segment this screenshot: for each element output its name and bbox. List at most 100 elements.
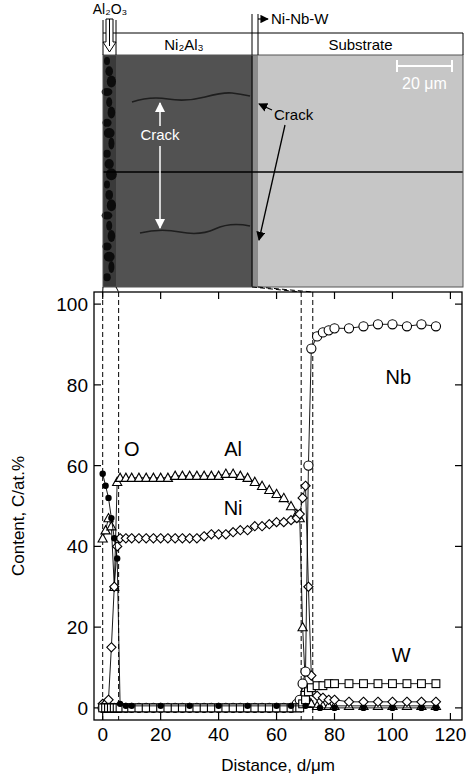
marker-circle bbox=[301, 667, 310, 676]
marker-diamond bbox=[295, 509, 304, 518]
y-tick bbox=[455, 304, 462, 305]
y-tick bbox=[94, 465, 101, 466]
marker-circle bbox=[359, 322, 368, 331]
interface-crack bbox=[251, 55, 253, 287]
marker-diamond bbox=[301, 481, 310, 490]
x-tick-label: 0 bbox=[97, 724, 108, 745]
marker-square bbox=[251, 704, 259, 712]
x-tick bbox=[392, 713, 393, 720]
body: {"micrograph": {"layers": ["Al₂O₃", "Ni₂… bbox=[0, 0, 474, 779]
oxide-blotch bbox=[108, 230, 116, 242]
series-label: O bbox=[124, 438, 140, 460]
crack-arrow bbox=[159, 146, 161, 228]
oxide-blotch bbox=[106, 168, 117, 180]
marker-square bbox=[142, 704, 150, 712]
chart: 020406080100120020406080100Distance, d/μ… bbox=[9, 287, 466, 775]
y-tick-label: 80 bbox=[67, 375, 88, 396]
marker-dot bbox=[302, 703, 308, 709]
crack bbox=[132, 93, 250, 102]
x-tick bbox=[160, 713, 161, 720]
x-tick bbox=[450, 713, 451, 720]
series-markers bbox=[98, 481, 440, 708]
boundary-line bbox=[312, 292, 313, 720]
series-line bbox=[103, 474, 436, 708]
connector-line bbox=[252, 287, 301, 292]
marker-circle bbox=[344, 324, 353, 333]
marker-circle bbox=[330, 324, 339, 333]
double-arrow bbox=[103, 19, 116, 52]
oxide-blotch bbox=[105, 66, 113, 76]
marker-diamond bbox=[107, 643, 116, 652]
marker-triangle bbox=[98, 534, 107, 542]
marker-square bbox=[345, 680, 353, 688]
marker-circle bbox=[388, 320, 397, 329]
layer-label: Al₂O₃ bbox=[93, 1, 127, 17]
scale-bar-end bbox=[396, 60, 398, 72]
y-tick bbox=[455, 465, 462, 466]
crack-arrow bbox=[259, 104, 272, 110]
marker-square bbox=[403, 680, 411, 688]
crack-label: Crack bbox=[274, 106, 314, 123]
y-tick-label: 0 bbox=[77, 698, 88, 719]
y-tick bbox=[455, 707, 462, 708]
oxide-blotch bbox=[104, 57, 110, 65]
scale-bar-label: 20 μm bbox=[402, 75, 447, 92]
marker-square bbox=[331, 680, 339, 688]
marker-triangle bbox=[250, 477, 259, 485]
marker-dot bbox=[117, 701, 123, 707]
x-tick-label: 60 bbox=[266, 724, 287, 745]
oxide-blotch bbox=[103, 150, 111, 158]
crack-arrow bbox=[259, 125, 285, 240]
scale-bar-end bbox=[451, 60, 453, 72]
x-tick bbox=[218, 713, 219, 720]
pointer-arrow bbox=[258, 18, 268, 19]
connector-line bbox=[258, 287, 313, 292]
marker-square bbox=[432, 680, 440, 688]
y-tick bbox=[94, 304, 101, 305]
micrograph: Al₂O₃Ni₂Al₃Ni-Nb-WSubstrate20 μmCrackCra… bbox=[93, 1, 463, 287]
x-tick-label: 40 bbox=[208, 724, 229, 745]
figure: Al₂O₃Ni₂Al₃Ni-Nb-WSubstrate20 μmCrackCra… bbox=[0, 0, 474, 779]
x-axis-title: Distance, d/μm bbox=[221, 756, 335, 775]
series-label: W bbox=[392, 644, 411, 666]
marker-square bbox=[418, 680, 426, 688]
oxide-blotch bbox=[102, 119, 111, 127]
substrate-region bbox=[103, 55, 463, 287]
layer-label: Ni₂Al₃ bbox=[164, 36, 203, 53]
marker-square bbox=[389, 680, 397, 688]
marker-dot bbox=[273, 703, 279, 709]
y-tick bbox=[94, 546, 101, 547]
marker-triangle bbox=[236, 471, 245, 479]
series-markers bbox=[98, 320, 440, 713]
layer-label: Ni-Nb-W bbox=[271, 10, 329, 27]
marker-dot bbox=[418, 705, 424, 711]
marker-square bbox=[135, 704, 143, 712]
series-markers bbox=[99, 680, 440, 712]
crack bbox=[140, 225, 250, 234]
divider bbox=[103, 171, 463, 172]
marker-diamond bbox=[344, 697, 353, 706]
marker-square bbox=[265, 704, 273, 712]
connector-line bbox=[116, 287, 119, 292]
marker-dot bbox=[186, 703, 192, 709]
marker-diamond bbox=[402, 697, 411, 706]
ni2al3-region bbox=[116, 55, 252, 287]
marker-square bbox=[164, 704, 172, 712]
oxide-blotch bbox=[105, 159, 114, 169]
y-tick-label: 40 bbox=[67, 536, 88, 557]
marker-dot bbox=[288, 703, 294, 709]
marker-dot bbox=[123, 703, 129, 709]
marker-square bbox=[171, 704, 179, 712]
oxide-blotch bbox=[108, 137, 114, 149]
x-tick bbox=[450, 292, 451, 299]
double-arrow-line bbox=[109, 19, 110, 46]
series-line bbox=[103, 486, 436, 704]
marker-dot bbox=[157, 703, 163, 709]
marker-square bbox=[258, 704, 266, 712]
marker-square bbox=[178, 704, 186, 712]
x-tick-label: 20 bbox=[150, 724, 171, 745]
marker-square bbox=[236, 704, 244, 712]
y-tick-label: 100 bbox=[56, 294, 88, 315]
marker-dot bbox=[105, 495, 111, 501]
x-tick bbox=[102, 713, 103, 720]
